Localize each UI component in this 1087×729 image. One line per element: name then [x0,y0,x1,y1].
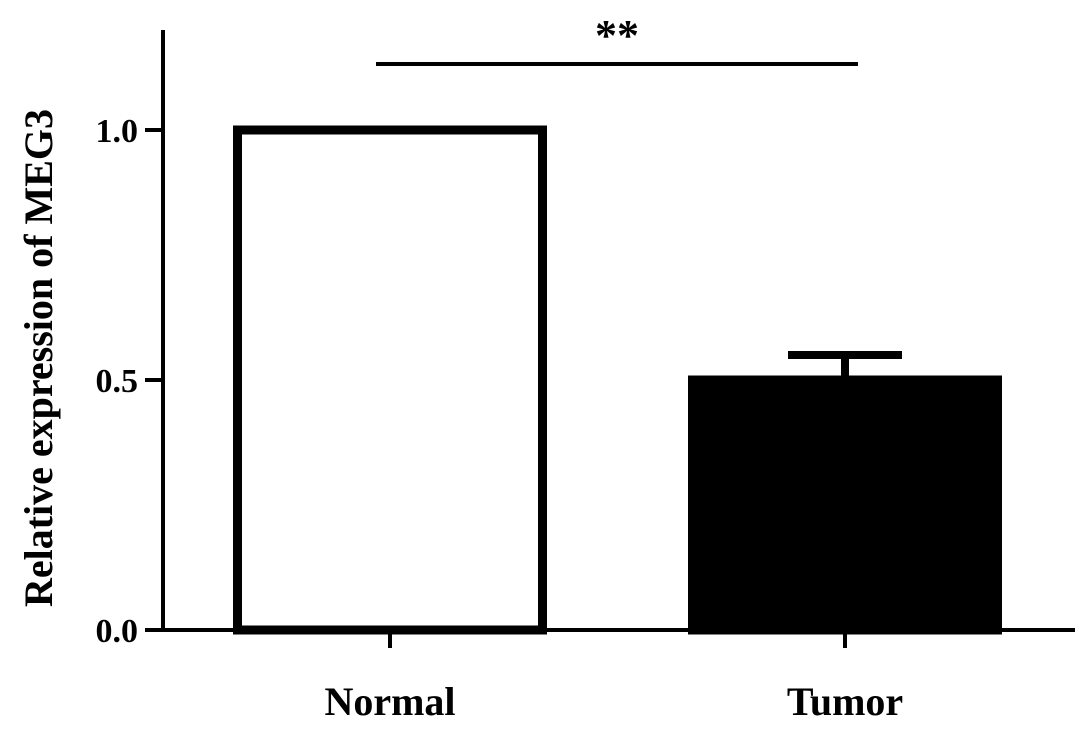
y-tick-label: 0.0 [96,613,139,650]
bar-tumor [688,375,1002,635]
y-axis-label: Relative expression of MEG3 [16,109,61,607]
bar-normal [233,125,547,635]
y-tick-label: 1.0 [96,113,139,150]
error-bars [788,351,902,380]
significance-annotation: ** [376,11,858,66]
x-tick-label: Normal [324,679,455,724]
y-tick-label: 0.5 [96,363,139,400]
significance-label: ** [595,11,639,60]
bars [233,125,1002,635]
x-tick-label: Tumor [787,679,903,724]
